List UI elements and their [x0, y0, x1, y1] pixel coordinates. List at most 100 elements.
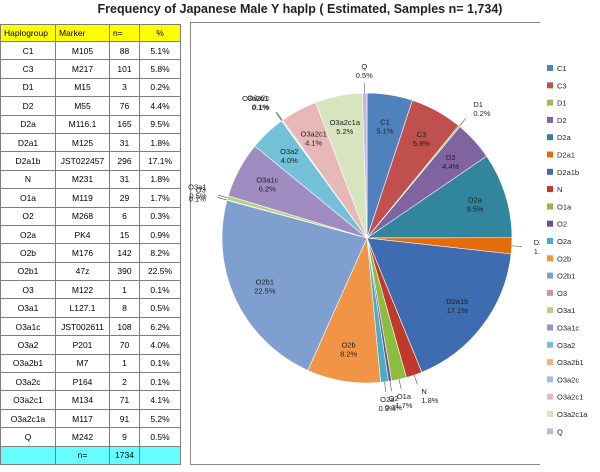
table-header-cell: % — [139, 24, 181, 42]
legend-label: O3a2c1a — [557, 410, 588, 419]
legend-label: O3a2c — [557, 375, 579, 384]
total-value-cell: 1734 — [109, 445, 140, 465]
legend-swatch — [547, 393, 553, 400]
leader-line — [413, 375, 418, 385]
slice-label: O3a2c1a 5.2% — [330, 118, 361, 136]
table-row: D2a1b JST022457 296 17.1% — [0, 151, 181, 171]
table-header-cell: Haplogroup — [0, 24, 56, 42]
slice-label: O3a2c 0.1% — [247, 93, 269, 111]
legend-swatch — [547, 376, 553, 383]
chart-title: Frequency of Japanese Male Y haplp ( Est… — [97, 2, 503, 16]
haplogroup-table-body: Haplogroup Marker n=% C1 M105 88 5.1% C3 M217 101… — [0, 24, 181, 465]
legend-label: Q — [557, 427, 563, 436]
leader-line — [217, 197, 228, 201]
legend-label: D2a1b — [557, 168, 579, 177]
pie-legend: C1 C3 D1 D2 D2a D2a1 D2a1b N O1a O2 O2a O2b O2b1 O3 O3… — [547, 64, 588, 436]
table-row: C1 M105 88 5.1% — [0, 40, 181, 61]
total-empty-cell — [0, 445, 56, 465]
slice-label: O3 0.1% — [189, 185, 206, 203]
slice-label: O1a 1.7% — [395, 392, 412, 410]
total-label-cell: n= — [55, 445, 110, 465]
table-row: D1 M15 3 0.2% — [0, 77, 181, 98]
table-header-cell: Marker — [55, 24, 110, 42]
legend-label: D2 — [557, 116, 567, 125]
slice-label: O2b1 22.5% — [254, 278, 276, 296]
table-row: D2a1 M125 31 1.8% — [0, 132, 181, 153]
table-row: O3a1 L127.1 8 0.5% — [0, 298, 181, 318]
legend-swatch — [547, 151, 553, 158]
legend-swatch — [547, 341, 553, 348]
legend-swatch — [547, 359, 553, 366]
legend-swatch — [547, 116, 553, 123]
legend-label: O2 — [557, 220, 567, 229]
legend-swatch — [547, 134, 553, 141]
legend-label: O2a — [557, 237, 572, 246]
legend-label: C3 — [557, 81, 567, 90]
slice-label: D2a1b 17.1% — [446, 297, 468, 315]
legend-swatch — [547, 65, 553, 71]
leader-line — [459, 118, 466, 127]
legend-swatch — [547, 324, 553, 331]
slice-label: O3a1 0.5% — [188, 183, 207, 201]
table-row: O3a2c P164 2 0.1% — [0, 372, 181, 392]
legend-swatch — [547, 99, 553, 106]
leader-line — [384, 381, 387, 392]
legend-swatch — [547, 220, 553, 227]
table-row: Q M242 9 0.5% — [0, 427, 181, 447]
total-empty-cell — [139, 445, 181, 465]
slice-label: C1 5.1% — [376, 117, 393, 135]
slice-label: O3a2 4.0% — [280, 147, 298, 165]
pie-slice-d2a1b — [366, 237, 512, 373]
legend-swatch — [547, 272, 553, 279]
leader-line — [398, 379, 402, 390]
slice-label: Q 0.5% — [356, 62, 373, 80]
legend-label: O3a1 — [557, 306, 575, 315]
legend-label: C1 — [557, 64, 567, 73]
legend-swatch — [547, 411, 553, 417]
legend-label: O3a2b1 — [557, 358, 584, 367]
slice-label: O2b 8.2% — [340, 341, 357, 359]
table-header-row: Haplogroup Marker n=% — [0, 24, 181, 42]
leader-line — [276, 111, 283, 121]
legend-label: D2a1 — [557, 151, 575, 160]
pie-slice-o2b1 — [221, 199, 368, 371]
slice-label: O2a 0.9% — [379, 395, 396, 413]
legend-label: O3a2 — [557, 341, 575, 350]
legend-label: O1a — [557, 202, 572, 211]
legend-swatch — [547, 82, 553, 89]
legend-label: O3 — [557, 289, 567, 298]
haplogroup-table: Haplogroup Marker n=% C1 M105 88 5.1% C3 M217 101… — [0, 24, 181, 465]
slice-label: N 1.8% — [421, 387, 438, 405]
slice-label: D2 4.4% — [442, 153, 459, 171]
table-row: O3a2c1a M117 91 5.2% — [0, 408, 181, 429]
slice-label: O2 0.3% — [385, 394, 402, 412]
legend-swatch — [547, 238, 553, 244]
legend-swatch — [547, 168, 553, 175]
legend-swatch — [547, 428, 553, 435]
slice-label: O3a1c 6.2% — [256, 176, 278, 194]
legend-label: O2b1 — [557, 272, 575, 281]
legend-label: D2a — [557, 133, 572, 142]
slice-label: D2a11.8% — [534, 238, 540, 256]
leader-line — [389, 381, 392, 392]
table-row: O3a2b1 M7 1 0.1% — [0, 353, 181, 374]
table-row: O2a PK4 15 0.9% — [0, 224, 181, 245]
leader-line — [275, 112, 282, 121]
table-row: D2 M55 76 4.4% — [0, 96, 181, 116]
leader-line — [217, 194, 228, 199]
legend-label: D1 — [557, 99, 567, 108]
slice-label: O3a2c1 4.1% — [301, 129, 327, 147]
leader-line — [511, 245, 522, 247]
table-row: D2a M116.1 165 9.5% — [0, 114, 181, 134]
legend-swatch — [547, 289, 553, 296]
table-row: O2b1 47z 390 22.5% — [0, 261, 181, 282]
table-row: C3 M217 101 5.8% — [0, 59, 181, 79]
legend-swatch — [547, 203, 553, 210]
slice-label: D1 0.2% — [473, 100, 490, 118]
legend-swatch — [547, 186, 553, 193]
slice-label: O3a2b1 0.1% — [242, 94, 269, 112]
slice-label: D2a 9.5% — [466, 195, 483, 213]
table-row: O2 M268 6 0.3% — [0, 206, 181, 226]
legend-swatch — [547, 307, 553, 314]
